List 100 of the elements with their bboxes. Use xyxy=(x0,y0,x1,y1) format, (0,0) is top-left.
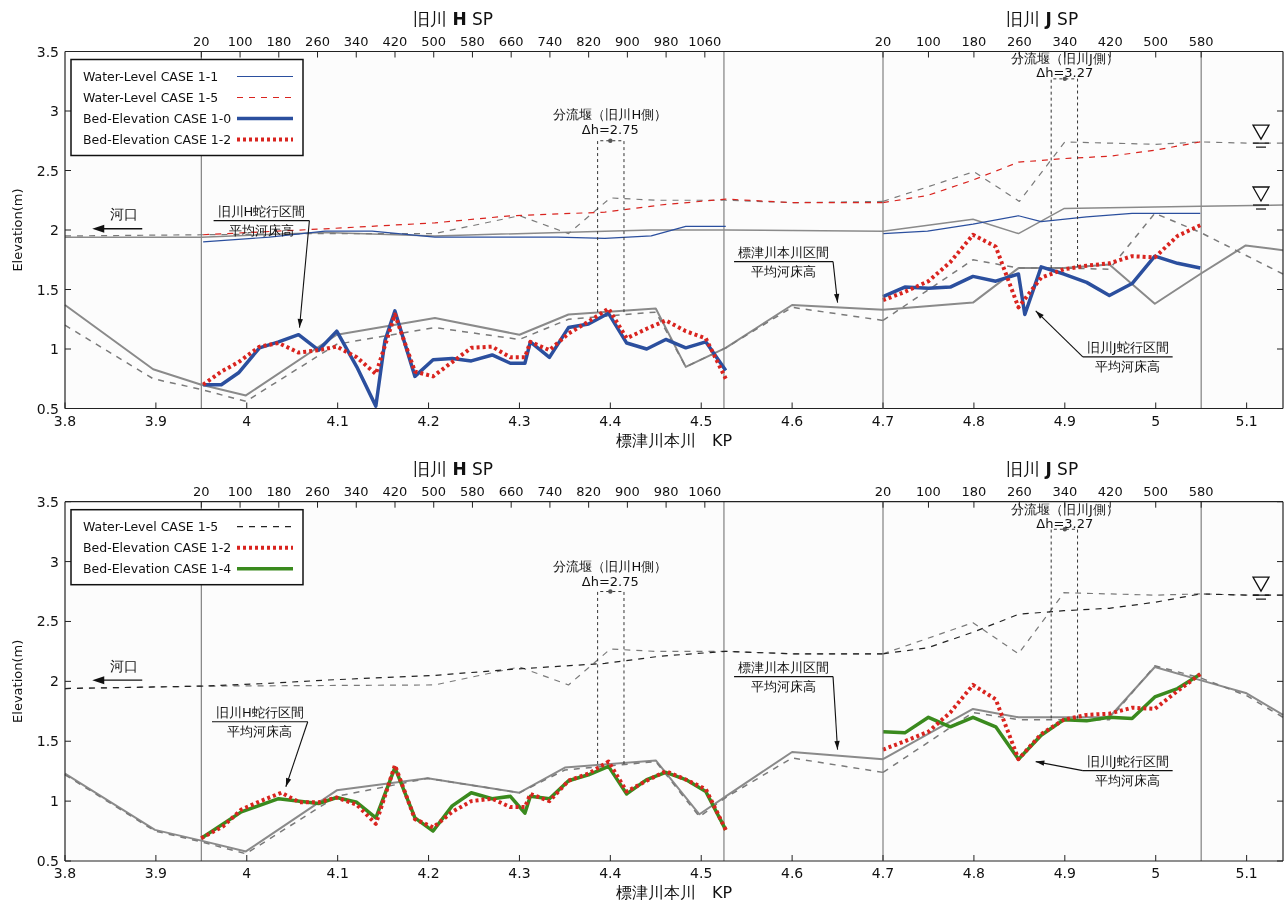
x-tick-label: 4.7 xyxy=(871,412,895,429)
x2-tick-label: 420 xyxy=(1097,33,1123,49)
y-tick-label: 3 xyxy=(50,103,59,119)
x2-tick-label: 1060 xyxy=(688,33,722,49)
legend-label: Bed-Elevation CASE 1-2 xyxy=(83,539,232,555)
x-tick-label: 4.3 xyxy=(508,865,531,881)
annotation: 分流堰（旧川H側） Δh=2.75 xyxy=(553,106,668,137)
x2-axis-title: 旧川 H SP xyxy=(413,8,494,29)
x-tick-label: 4.2 xyxy=(417,865,440,881)
x2-axis-title: 旧川 J SP xyxy=(1006,8,1079,29)
x2-tick-label: 340 xyxy=(343,33,369,49)
x-tick-label: 4.8 xyxy=(962,412,986,429)
x2-tick-label: 260 xyxy=(305,483,330,499)
legend-label: Water-Level CASE 1-1 xyxy=(83,68,219,84)
x2-tick-label: 900 xyxy=(614,33,640,49)
x-tick-label: 4.5 xyxy=(690,412,713,429)
x-tick-label: 4.4 xyxy=(599,412,622,429)
x2-tick-label: 340 xyxy=(1052,33,1078,49)
x2-tick-label: 740 xyxy=(537,33,563,49)
x2-tick-label: 100 xyxy=(227,483,253,499)
x-tick-label: 4.9 xyxy=(1053,412,1076,429)
x2-tick-label: 260 xyxy=(1006,483,1032,499)
x-tick-label: 4 xyxy=(242,412,252,429)
legend-label: Water-Level CASE 1-5 xyxy=(83,89,219,105)
x2-tick-label: 340 xyxy=(343,483,369,499)
x2-tick-label: 180 xyxy=(961,33,987,49)
x-tick-label: 5.1 xyxy=(1235,865,1258,881)
x-tick-label: 3.9 xyxy=(144,865,168,881)
y-tick-label: 2.5 xyxy=(36,613,59,630)
x2-tick-label: 820 xyxy=(576,33,602,49)
annotation: 旧川J蛇行区間平均河床高 xyxy=(1086,339,1169,374)
x-tick-label: 4.6 xyxy=(780,865,804,881)
x2-axis-title: 旧川 J SP xyxy=(1006,458,1079,479)
x2-tick-label: 100 xyxy=(916,33,941,49)
x-tick-label: 4.3 xyxy=(508,412,531,429)
x-axis-title: 標津川本川 KP xyxy=(615,430,733,450)
x-tick-label: 5.1 xyxy=(1235,412,1258,429)
x2-tick-label: 20 xyxy=(193,483,210,499)
x2-tick-label: 580 xyxy=(460,33,485,49)
x-tick-label: 5 xyxy=(1151,865,1161,881)
x2-tick-label: 1060 xyxy=(688,483,722,499)
annotation: 河口 xyxy=(110,657,139,674)
y-tick-label: 0.5 xyxy=(36,400,59,417)
x2-tick-label: 100 xyxy=(227,33,253,49)
x2-tick-label: 260 xyxy=(305,33,330,49)
x2-tick-label: 980 xyxy=(653,33,679,49)
x2-tick-label: 260 xyxy=(1006,33,1032,49)
legend-label: Water-Level CASE 1-5 xyxy=(83,518,219,534)
x2-tick-label: 420 xyxy=(1097,483,1123,499)
x-tick-label: 4.7 xyxy=(871,865,895,881)
x2-tick-label: 20 xyxy=(874,33,892,49)
x2-tick-label: 180 xyxy=(961,483,987,499)
annotation: 旧川J蛇行区間平均河床高 xyxy=(1086,753,1169,788)
y-tick-label: 1.5 xyxy=(36,281,59,298)
x2-tick-label: 180 xyxy=(266,33,292,49)
y-tick-label: 1 xyxy=(50,341,59,357)
x-tick-label: 4.8 xyxy=(962,865,986,881)
annotation: 分流堰（旧川H側） Δh=2.75 xyxy=(553,558,668,589)
annotation: 旧川H蛇行区間平均河床高 xyxy=(217,203,306,238)
y-tick-label: 3.5 xyxy=(36,493,59,510)
y-tick-label: 3 xyxy=(50,553,59,570)
x2-tick-label: 580 xyxy=(460,483,485,499)
x2-tick-label: 500 xyxy=(1143,483,1169,499)
y-axis-title: Elevation(m) xyxy=(10,639,25,723)
y-tick-label: 3.5 xyxy=(36,43,59,60)
x2-tick-label: 500 xyxy=(421,33,447,49)
x-tick-label: 4.1 xyxy=(326,412,349,429)
x2-tick-label: 500 xyxy=(421,483,447,499)
annotation: 標津川本川区間平均河床高 xyxy=(738,244,830,279)
annotation: 標津川本川区間平均河床高 xyxy=(738,659,830,694)
y-tick-label: 2.5 xyxy=(36,162,59,179)
x2-tick-label: 580 xyxy=(1188,483,1214,499)
x2-tick-label: 660 xyxy=(498,483,524,499)
annotation: 河口 xyxy=(110,206,139,223)
x-tick-label: 4 xyxy=(242,865,252,881)
x2-tick-label: 820 xyxy=(576,483,602,499)
annotation: 分流堰（旧川J側） Δh=3.27 xyxy=(1010,50,1119,80)
legend-label: Bed-Elevation CASE 1-0 xyxy=(83,110,232,126)
x-tick-label: 4.6 xyxy=(780,412,804,429)
x-axis-title: 標津川本川 KP xyxy=(615,883,733,902)
y-tick-label: 2 xyxy=(50,673,59,690)
x2-tick-label: 100 xyxy=(916,483,941,499)
x2-tick-label: 500 xyxy=(1143,33,1169,49)
annotation: 旧川H蛇行区間平均河床高 xyxy=(215,704,304,739)
x2-tick-label: 20 xyxy=(193,33,210,49)
x-tick-label: 4.5 xyxy=(690,865,713,881)
x2-tick-label: 660 xyxy=(498,33,524,49)
x2-axis-title: 旧川 H SP xyxy=(413,458,494,479)
y-tick-label: 1 xyxy=(50,793,59,810)
x-tick-label: 4.4 xyxy=(599,865,622,881)
x2-tick-label: 180 xyxy=(266,483,292,499)
x2-tick-label: 340 xyxy=(1052,483,1078,499)
x-tick-label: 4.1 xyxy=(326,865,349,881)
annotation: 分流堰（旧川J側） Δh=3.27 xyxy=(1010,502,1119,532)
legend-label: Bed-Elevation CASE 1-4 xyxy=(83,560,232,576)
x2-tick-label: 900 xyxy=(614,483,640,499)
x-tick-label: 4.9 xyxy=(1053,865,1076,881)
x2-tick-label: 20 xyxy=(874,483,892,499)
legend-label: Bed-Elevation CASE 1-2 xyxy=(83,131,232,147)
x-tick-label: 4.2 xyxy=(417,412,440,429)
